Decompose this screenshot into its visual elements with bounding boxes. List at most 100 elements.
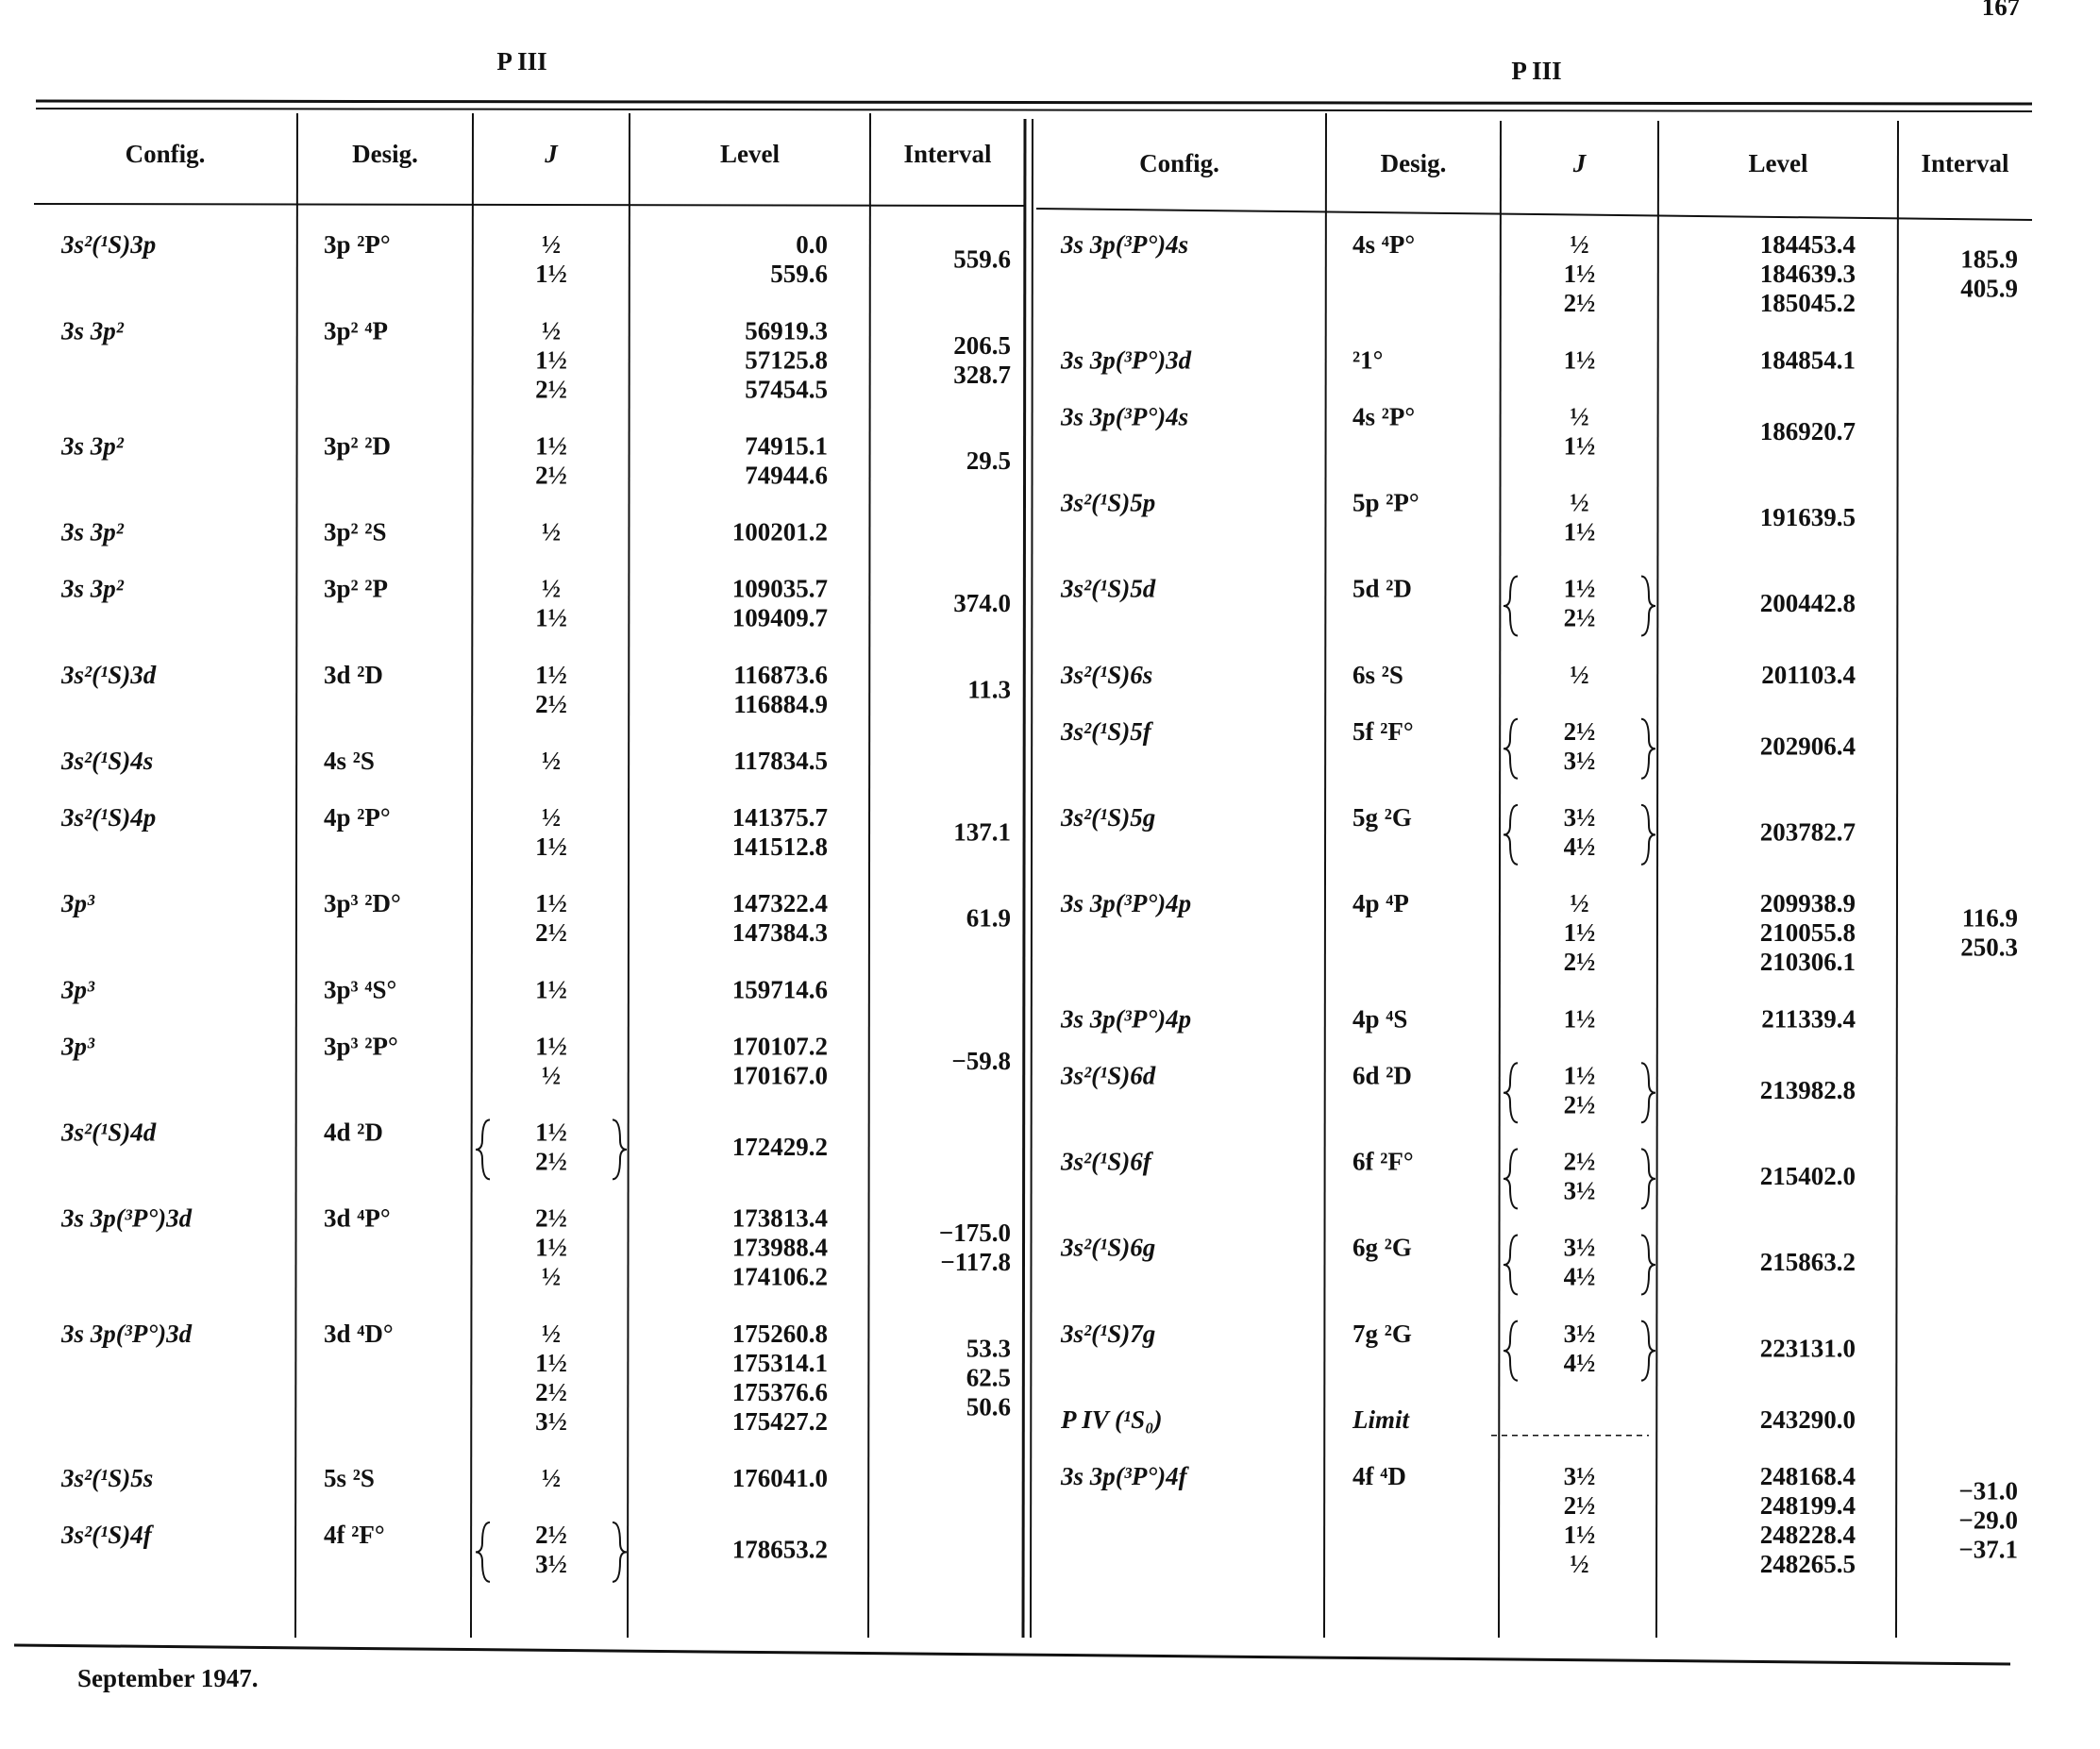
rule	[1035, 208, 2033, 221]
j-value: ½	[1570, 402, 1588, 430]
j-value: ½	[542, 518, 561, 547]
interval: 559.6	[953, 245, 1011, 274]
config: 3s²(¹S)6s	[1060, 661, 1152, 689]
config: 3s²(¹S)3d	[60, 661, 157, 689]
j-value: ½	[542, 1320, 561, 1348]
brace	[612, 1118, 628, 1181]
footer: September 1947.	[77, 1664, 258, 1692]
j-value: 1½	[535, 1032, 567, 1060]
config: 3s 3p(³P°)3d	[1060, 345, 1192, 374]
brace	[1503, 1320, 1519, 1382]
column-rule	[627, 112, 630, 1639]
level: 176041.0	[732, 1464, 828, 1492]
level: 215402.0	[1760, 1162, 1856, 1190]
brace	[1640, 575, 1656, 637]
j-value: 1½	[535, 661, 567, 689]
level: 202906.4	[1760, 732, 1856, 760]
designation: 3d ²D	[324, 661, 383, 689]
level: 223131.0	[1760, 1334, 1856, 1362]
level: 141512.8	[732, 832, 828, 861]
column-rule	[867, 112, 871, 1639]
column-header: J	[544, 140, 559, 168]
designation: 4s ⁴P°	[1352, 230, 1415, 259]
level: 100201.2	[732, 518, 828, 547]
designation: 4d ²D	[324, 1118, 383, 1147]
column-header: Interval	[904, 140, 992, 168]
config: 3s²(¹S)3p	[60, 230, 156, 259]
rule	[35, 108, 2033, 112]
j-value: ½	[542, 230, 561, 259]
interval: −29.0	[1958, 1506, 2018, 1535]
rule	[1030, 118, 1033, 1639]
j-value: 1½	[535, 832, 567, 861]
j-value: 1½	[535, 604, 567, 632]
brace	[1640, 1320, 1656, 1382]
level: 203782.7	[1760, 818, 1856, 847]
column-rule	[1655, 120, 1659, 1639]
level: 243290.0	[1760, 1405, 1856, 1434]
j-value: 1½	[1564, 918, 1596, 947]
column-header: Config.	[1139, 149, 1219, 177]
level: 248228.4	[1760, 1521, 1856, 1549]
level: 57125.8	[745, 345, 828, 374]
level: 173988.4	[732, 1234, 828, 1262]
config: 3s 3p(³P°)3d	[60, 1204, 193, 1233]
level: 213982.8	[1760, 1076, 1856, 1104]
brace	[1503, 575, 1519, 637]
designation: 3p³ ²P°	[324, 1032, 398, 1060]
j-value: 2½	[1564, 1090, 1596, 1118]
level: 56919.3	[745, 316, 828, 345]
j-value: 1½	[1564, 1521, 1596, 1549]
brace	[1640, 1234, 1656, 1296]
j-value: ½	[542, 1061, 561, 1089]
interval: 61.9	[966, 904, 1011, 933]
level: 185045.2	[1760, 289, 1856, 317]
j-value: 1½	[535, 431, 567, 460]
j-value: 2½	[535, 1148, 567, 1176]
j-value: 1½	[535, 975, 567, 1003]
j-value: 3½	[1564, 747, 1596, 775]
designation: 5d ²D	[1352, 575, 1412, 603]
j-value: ½	[542, 316, 561, 345]
designation: 6d ²D	[1352, 1061, 1412, 1089]
j-value: ½	[1570, 661, 1588, 689]
interval: 29.5	[966, 446, 1011, 475]
level: 141375.7	[732, 803, 828, 832]
left-title: P III	[496, 47, 546, 76]
level: 147384.3	[732, 918, 828, 947]
column-header: Interval	[1922, 149, 2009, 177]
level: 210306.1	[1760, 948, 1856, 976]
config: 3s²(¹S)5f	[1060, 717, 1154, 746]
level: 74915.1	[745, 431, 828, 460]
j-value: 1½	[1564, 431, 1596, 460]
designation: ²1°	[1352, 345, 1383, 374]
level: 215863.2	[1760, 1248, 1856, 1276]
j-value: ½	[1570, 889, 1588, 917]
column-rule	[1895, 120, 1899, 1639]
brace	[1640, 717, 1656, 780]
config: 3s 3p²	[60, 575, 125, 603]
j-value: 2½	[535, 690, 567, 718]
level: 172429.2	[732, 1133, 828, 1161]
j-value: ½	[542, 1263, 561, 1291]
j-value: 3½	[535, 1407, 567, 1436]
designation: 3p² ²P	[324, 575, 388, 603]
config: 3s²(¹S)5g	[1060, 803, 1155, 832]
config: 3s 3p²	[60, 431, 125, 460]
level: 147322.4	[732, 889, 828, 917]
page-number: 167	[1982, 0, 2021, 21]
j-value: 1½	[535, 1234, 567, 1262]
level: 248199.4	[1760, 1491, 1856, 1520]
j-value: 3½	[1564, 1462, 1596, 1490]
level: 175427.2	[732, 1407, 828, 1436]
designation: 4p ⁴S	[1352, 1004, 1407, 1033]
config: 3s 3p(³P°)4s	[1060, 230, 1188, 259]
level: 184639.3	[1760, 260, 1856, 288]
designation: 3d ⁴D°	[324, 1320, 394, 1348]
interval: 116.9	[1962, 904, 2018, 933]
level: 174106.2	[732, 1263, 828, 1291]
interval: −31.0	[1958, 1477, 2018, 1505]
designation: 5f ²F°	[1352, 717, 1414, 746]
level: 175376.6	[732, 1378, 828, 1406]
j-value: 2½	[535, 918, 567, 947]
